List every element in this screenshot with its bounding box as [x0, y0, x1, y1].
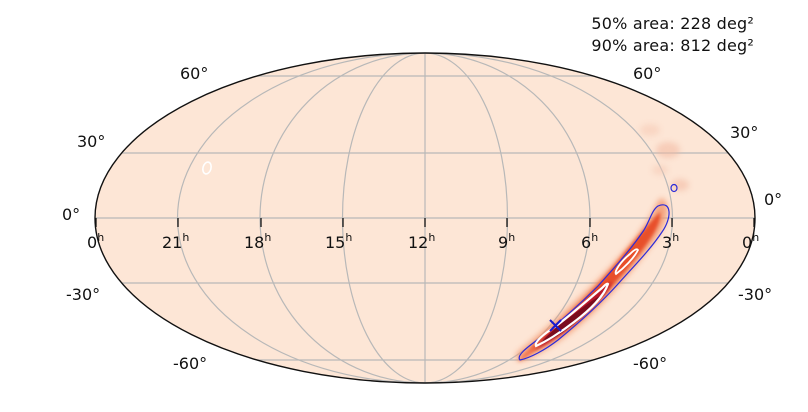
lat-label-60-right: 60°	[633, 64, 661, 83]
contour-50-main	[534, 282, 610, 348]
contour-90-main	[518, 204, 670, 361]
lat-label-m60-right: -60°	[633, 354, 667, 373]
lat-label-60-left: 60°	[180, 64, 208, 83]
lat-label-0-right: 0°	[764, 190, 782, 209]
ra-label-18h: 18h	[244, 231, 271, 252]
prob-mid	[530, 212, 661, 352]
graticule	[95, 53, 755, 383]
probability-haze	[640, 124, 689, 191]
small-contour-artifact	[202, 161, 212, 175]
ra-label-6h: 6h	[581, 231, 598, 252]
lat-label-m30-right: -30°	[738, 285, 772, 304]
ra-label-12h: 12h	[408, 231, 435, 252]
ra-label-15h: 15h	[325, 231, 352, 252]
lat-label-m60-left: -60°	[173, 354, 207, 373]
cross-marker-icon	[549, 319, 562, 332]
ra-label-0h-right: 0h	[742, 231, 759, 252]
lat-label-30-left: 30°	[77, 132, 105, 151]
lat-label-30-right: 30°	[730, 123, 758, 142]
ra-label-21h: 21h	[162, 231, 189, 252]
area-90-text: 90% area: 812 deg²	[591, 36, 754, 55]
ra-ticks	[95, 218, 755, 227]
prob-peak	[540, 296, 600, 344]
ra-label-0h-left: 0h	[87, 231, 104, 252]
area-50-text: 50% area: 228 deg²	[591, 14, 754, 33]
lat-label-m30-left: -30°	[66, 285, 100, 304]
ra-label-9h: 9h	[498, 231, 515, 252]
lat-labels: 60° 60° 30° 30° 0° 0° -30° -30° -60° -60…	[62, 64, 782, 373]
lat-label-0-left: 0°	[62, 205, 80, 224]
contour-50-secondary	[614, 248, 640, 276]
ra-label-3h: 3h	[662, 231, 679, 252]
contour-90-island	[670, 183, 678, 193]
map-outline	[94, 52, 756, 384]
ra-labels: 0h 21h 18h 15h 12h 9h 6h 3h 0h	[87, 231, 759, 252]
